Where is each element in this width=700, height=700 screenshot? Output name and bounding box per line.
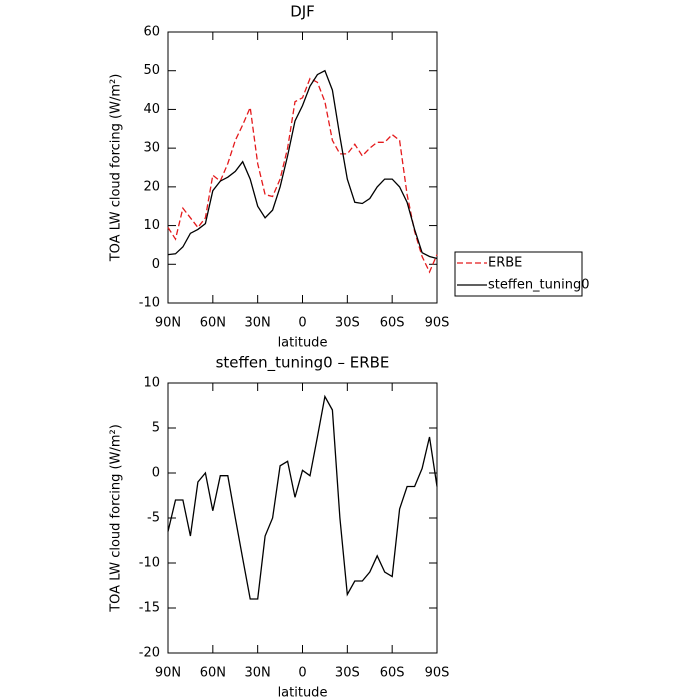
- x-tick-label: 30S: [335, 666, 360, 681]
- y-tick-label: 60: [143, 25, 160, 40]
- x-tick-label: 0: [298, 666, 306, 681]
- legend-label: ERBE: [488, 256, 522, 271]
- y-tick-label: -20: [139, 646, 160, 661]
- x-axis-label: latitude: [278, 336, 328, 351]
- y-axis-label: TOA LW cloud forcing (W/m²): [109, 74, 124, 263]
- y-tick-label: 30: [143, 141, 160, 156]
- x-tick-label: 90N: [155, 316, 181, 331]
- y-tick-label: -15: [139, 601, 160, 616]
- x-tick-label: 90S: [425, 666, 450, 681]
- x-tick-label: 30S: [335, 316, 360, 331]
- y-tick-label: 50: [143, 63, 160, 78]
- x-tick-label: 60N: [200, 316, 226, 331]
- plot-frame: [167, 31, 438, 304]
- y-tick-label: 40: [143, 102, 160, 117]
- data-line: [167, 77, 438, 274]
- y-tick-label: 20: [143, 179, 160, 194]
- x-tick-label: 0: [298, 316, 306, 331]
- x-tick-label: 30N: [245, 316, 271, 331]
- y-tick-label: 5: [152, 421, 160, 436]
- x-tick-label: 90N: [155, 666, 181, 681]
- x-tick-label: 90S: [425, 316, 450, 331]
- x-tick-label: 60S: [380, 316, 405, 331]
- plot-frame: [167, 382, 438, 654]
- y-tick-label: -10: [139, 296, 160, 311]
- legend-label: steffen_tuning0: [488, 278, 590, 293]
- y-tick-label: -10: [139, 556, 160, 571]
- y-tick-label: 10: [143, 376, 160, 391]
- y-tick-label: 10: [143, 218, 160, 233]
- y-tick-label: -5: [147, 511, 160, 526]
- x-tick-label: 60S: [380, 666, 405, 681]
- chart-title: steffen_tuning0 – ERBE: [216, 354, 390, 373]
- data-line: [167, 394, 438, 600]
- y-tick-label: 0: [152, 466, 160, 481]
- x-axis-label: latitude: [278, 686, 328, 700]
- data-line: [167, 69, 438, 260]
- x-tick-label: 30N: [245, 666, 271, 681]
- legend-box: [454, 251, 583, 297]
- x-tick-label: 60N: [200, 666, 226, 681]
- chart-title: DJF: [290, 3, 315, 21]
- y-axis-label: TOA LW cloud forcing (W/m²): [109, 424, 124, 613]
- y-tick-label: 0: [152, 257, 160, 272]
